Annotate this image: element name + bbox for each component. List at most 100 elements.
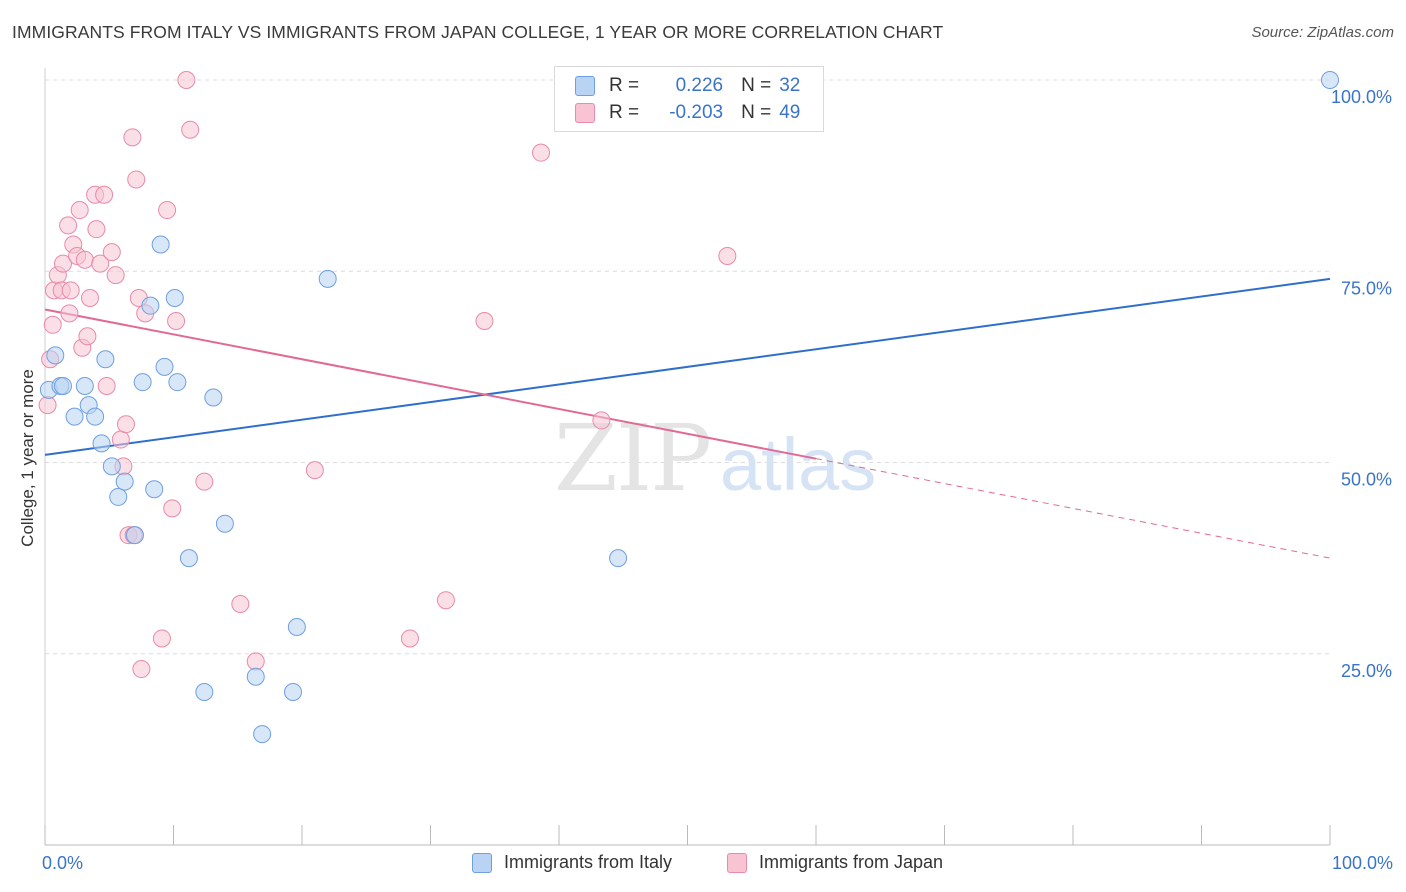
italy-point xyxy=(115,472,134,491)
italy-point xyxy=(287,617,306,636)
italy-point xyxy=(133,373,152,392)
japan-point xyxy=(195,472,214,491)
italy-point xyxy=(165,289,184,308)
japan-legend-swatch xyxy=(727,852,747,873)
x-tick-label: 100.0% xyxy=(1332,853,1393,873)
japan-point xyxy=(132,660,151,679)
japan-point xyxy=(75,250,94,269)
japan-point xyxy=(718,246,737,265)
italy-point xyxy=(318,269,337,288)
japan-point xyxy=(102,243,121,262)
japan-point xyxy=(43,315,62,334)
japan-point xyxy=(70,201,89,220)
italy-point xyxy=(109,487,128,506)
japan-point xyxy=(53,254,72,273)
japan-point xyxy=(246,652,265,671)
italy-point xyxy=(75,377,94,395)
japan-point xyxy=(127,170,146,189)
points xyxy=(38,71,1339,744)
italy-legend-swatch xyxy=(472,852,492,873)
italy-point xyxy=(102,457,121,476)
chart-title: IMMIGRANTS FROM ITALY VS IMMIGRANTS FROM… xyxy=(12,22,944,42)
italy-point xyxy=(155,357,174,376)
italy-point xyxy=(96,350,115,369)
italy-point xyxy=(86,407,105,426)
italy-point xyxy=(215,514,234,533)
japan-point xyxy=(61,281,80,300)
japan-point xyxy=(592,411,611,430)
japan-n-value: 49 xyxy=(779,102,801,123)
italy-point xyxy=(195,683,214,701)
legend-label-japan: Immigrants from Japan xyxy=(759,852,944,872)
x-tick-label: 0.0% xyxy=(42,853,83,873)
japan-r-value: -0.203 xyxy=(669,102,724,123)
japan-point xyxy=(532,143,551,162)
stats-row-japan: R = -0.203 N = 49 xyxy=(575,102,800,124)
italy-point xyxy=(253,725,272,744)
y-tick-label: 25.0% xyxy=(1341,661,1392,681)
italy-point xyxy=(46,346,65,365)
trendline-japan xyxy=(815,458,1331,559)
japan-point xyxy=(38,396,57,415)
y-tick-label: 100.0% xyxy=(1331,87,1392,107)
japan-point xyxy=(116,415,135,434)
japan-point xyxy=(106,266,125,285)
y-tick-label: 75.0% xyxy=(1341,278,1392,298)
japan-point xyxy=(181,120,200,139)
japan-swatch xyxy=(575,103,595,123)
y-tick-label: 50.0% xyxy=(1341,470,1392,490)
italy-swatch xyxy=(575,76,595,96)
japan-point xyxy=(167,311,186,330)
italy-point xyxy=(145,480,164,499)
japan-point xyxy=(436,591,455,610)
n-label: N = xyxy=(741,102,772,123)
stats-row-italy: R = 0.226 N = 32 xyxy=(575,75,800,97)
trendlines xyxy=(44,277,1331,559)
italy-point xyxy=(609,549,628,568)
italy-point xyxy=(141,296,160,315)
italy-point xyxy=(125,526,144,545)
italy-point xyxy=(65,407,84,426)
italy-point xyxy=(246,667,265,686)
italy-point xyxy=(284,683,303,701)
japan-point xyxy=(305,461,324,480)
japan-point xyxy=(91,254,110,273)
italy-point xyxy=(179,549,198,568)
japan-point xyxy=(158,201,177,220)
italy-point xyxy=(168,373,187,392)
japan-point xyxy=(80,289,99,308)
italy-point xyxy=(92,434,111,453)
watermark-zip: ZIP xyxy=(554,405,710,512)
japan-point xyxy=(163,499,182,518)
japan-point xyxy=(177,71,196,89)
legend-item-italy[interactable]: Immigrants from Italy xyxy=(472,852,672,873)
japan-point xyxy=(78,327,97,346)
tick-labels: 100.0% 75.0% 50.0% 25.0% 0.0% 100.0% xyxy=(42,87,1393,873)
japan-point xyxy=(400,629,419,648)
y-axis-label: College, 1 year or more xyxy=(18,369,37,547)
legend-item-japan[interactable]: Immigrants from Japan xyxy=(727,852,943,873)
japan-point xyxy=(111,430,130,449)
japan-point xyxy=(97,377,116,395)
chart-source: Source: ZipAtlas.com xyxy=(1251,24,1394,41)
r-label: R = xyxy=(609,75,640,96)
trendline-italy xyxy=(44,277,1331,456)
stats-legend: R = 0.226 N = 32 R = -0.203 N = 49 xyxy=(554,66,824,132)
japan-point xyxy=(123,128,142,147)
legend-label-italy: Immigrants from Italy xyxy=(504,852,673,872)
r-label: R = xyxy=(609,102,640,123)
axes-layer xyxy=(44,68,1331,846)
japan-point xyxy=(231,595,250,614)
italy-point xyxy=(53,377,72,395)
japan-point xyxy=(59,216,78,235)
bottom-legend: Immigrants from Italy Immigrants from Ja… xyxy=(0,850,1406,880)
japan-point xyxy=(87,220,106,239)
japan-point xyxy=(475,311,494,330)
italy-point xyxy=(151,235,170,254)
trendline-japan xyxy=(44,308,817,460)
italy-r-value: 0.226 xyxy=(675,75,724,96)
italy-point xyxy=(1321,71,1339,89)
japan-point xyxy=(95,185,114,204)
italy-point xyxy=(204,388,223,407)
